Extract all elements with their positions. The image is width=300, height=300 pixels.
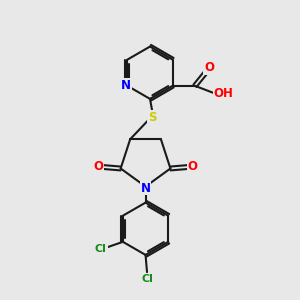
Text: O: O [188, 160, 198, 173]
Text: N: N [121, 79, 131, 92]
Text: OH: OH [214, 87, 234, 100]
Text: S: S [148, 111, 157, 124]
Text: Cl: Cl [141, 274, 153, 284]
Text: O: O [204, 61, 214, 74]
Text: Cl: Cl [95, 244, 107, 254]
Text: O: O [93, 160, 103, 173]
Text: N: N [140, 182, 151, 194]
